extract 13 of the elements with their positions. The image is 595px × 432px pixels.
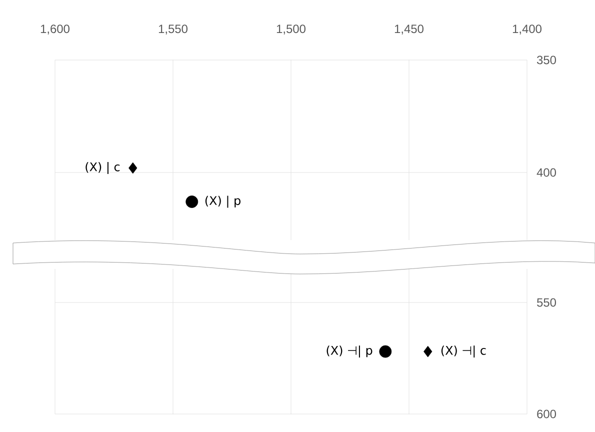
series-label: (X) ⊣| p [326, 346, 372, 358]
series-label: (X) ⊣| c [441, 346, 486, 358]
x-tick-label: 1,550 [158, 24, 188, 34]
y-tick-label: 600 [537, 410, 556, 418]
x-tick-label: 1,500 [276, 24, 306, 34]
x-tick-label: 1,600 [40, 24, 70, 34]
y-tick-label: 550 [537, 298, 556, 307]
y-tick-label: 400 [536, 168, 556, 177]
x-tick-label: 1,400 [512, 24, 542, 34]
y-tick-label: 350 [536, 56, 556, 64]
x-tick-label: 1,450 [394, 24, 424, 34]
series-label: (X) | c [86, 162, 120, 174]
series-label: (X) | p [205, 196, 240, 208]
